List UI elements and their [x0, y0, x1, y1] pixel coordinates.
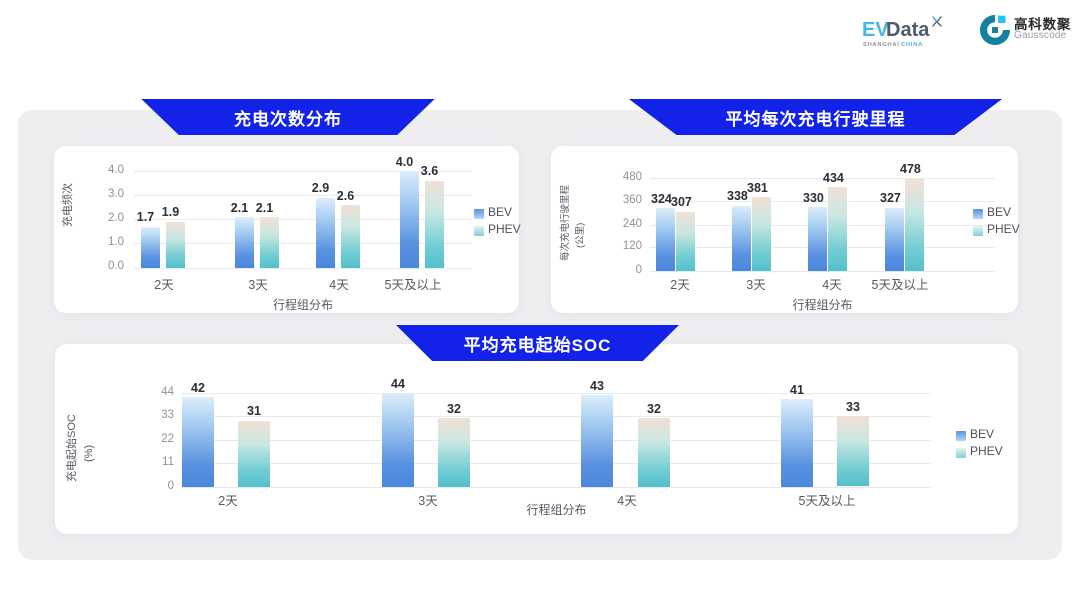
- svg-text:SHANGHAI: SHANGHAI: [863, 42, 900, 48]
- svg-text:Data: Data: [886, 19, 930, 41]
- svg-text:CHINA: CHINA: [901, 42, 923, 48]
